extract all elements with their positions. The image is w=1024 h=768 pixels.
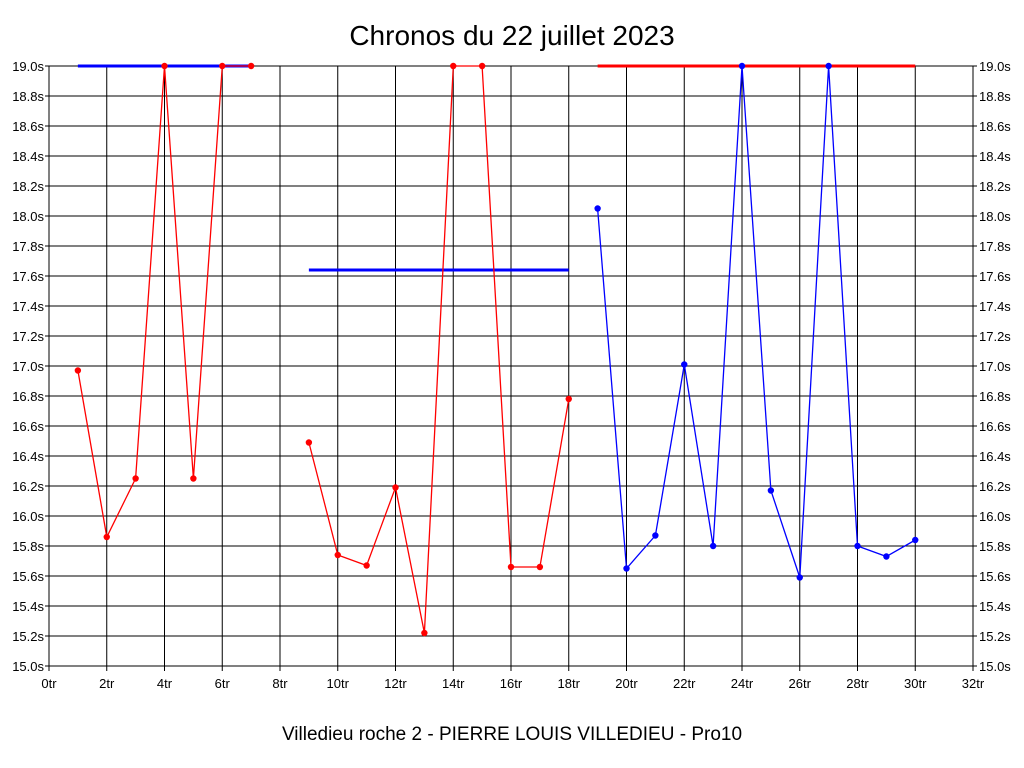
y-axis-left: 19.0s 18.8s 18.6s 18.4s 18.2s 18.0s 17.8s 17.6s… xyxy=(12,59,49,674)
data-point xyxy=(507,563,515,571)
chart-title: Chronos du 22 juillet 2023 xyxy=(349,20,674,51)
y-tick-label-left: 17.4s xyxy=(12,299,44,314)
y-tick-label-right: 16.4s xyxy=(979,449,1011,464)
data-point xyxy=(738,62,746,70)
x-tick-label: 6tr xyxy=(215,676,231,691)
data-point xyxy=(709,542,717,550)
y-tick-label-right: 18.4s xyxy=(979,149,1011,164)
series-line xyxy=(596,65,916,578)
data-point xyxy=(825,62,832,70)
x-tick-label: 0tr xyxy=(41,676,57,691)
data-point xyxy=(450,62,457,70)
y-tick-label-left: 15.2s xyxy=(12,629,44,644)
y-tick-label-right: 15.0s xyxy=(979,659,1011,674)
y-tick-label-right: 16.8s xyxy=(979,389,1011,404)
y-tick-label-left: 15.4s xyxy=(12,599,44,614)
data-point xyxy=(536,563,544,571)
data-point xyxy=(190,475,197,482)
y-tick-label-right: 15.4s xyxy=(979,599,1011,614)
data-point xyxy=(305,439,313,446)
y-tick-label-left: 16.0s xyxy=(12,509,44,524)
data-point xyxy=(565,395,572,403)
data-point xyxy=(132,475,139,482)
x-tick-label: 2tr xyxy=(99,676,115,691)
y-tick-label-left: 18.8s xyxy=(12,89,44,104)
y-tick-label-right: 18.2s xyxy=(979,179,1011,194)
series-line xyxy=(308,65,570,634)
x-tick-label: 28tr xyxy=(846,676,869,691)
y-tick-label-right: 19.0s xyxy=(979,59,1011,74)
x-tick-label: 20tr xyxy=(615,676,638,691)
x-tick-label: 24tr xyxy=(731,676,754,691)
x-tick-label: 18tr xyxy=(558,676,581,691)
data-point xyxy=(334,551,341,559)
y-tick-label-right: 16.0s xyxy=(979,509,1011,524)
x-tick-label: 4tr xyxy=(157,676,173,691)
y-tick-label-right: 17.2s xyxy=(979,329,1011,344)
data-point xyxy=(854,542,861,550)
data-point xyxy=(363,562,370,569)
data-point xyxy=(652,532,659,539)
y-tick-label-left: 19.0s xyxy=(12,59,44,74)
data-point xyxy=(594,205,601,212)
y-tick-label-left: 17.0s xyxy=(12,359,44,374)
y-tick-label-left: 16.8s xyxy=(12,389,44,404)
x-tick-label: 12tr xyxy=(384,676,407,691)
data-point xyxy=(161,62,168,70)
data-point xyxy=(767,487,775,494)
data-point xyxy=(478,62,486,70)
data-point xyxy=(912,536,919,544)
y-tick-label-left: 16.6s xyxy=(12,419,44,434)
data-point xyxy=(74,367,82,374)
data-point xyxy=(681,361,688,368)
y-tick-label-left: 18.0s xyxy=(12,209,44,224)
y-tick-label-left: 15.6s xyxy=(12,569,44,584)
y-tick-label-left: 15.0s xyxy=(12,659,44,674)
reference-lines xyxy=(77,64,916,272)
chart-subtitle: Villedieu roche 2 - PIERRE LOUIS VILLEDI… xyxy=(282,724,742,745)
y-tick-label-right: 17.6s xyxy=(979,269,1011,284)
x-tick-label: 16tr xyxy=(500,676,523,691)
data-point xyxy=(103,533,110,541)
y-tick-label-right: 15.6s xyxy=(979,569,1011,584)
data-point xyxy=(796,574,803,581)
y-tick-label-left: 17.2s xyxy=(12,329,44,344)
y-tick-label-right: 18.8s xyxy=(979,89,1011,104)
y-tick-label-left: 15.8s xyxy=(12,539,44,554)
y-tick-label-left: 17.8s xyxy=(12,239,44,254)
y-tick-label-right: 17.8s xyxy=(979,239,1011,254)
y-tick-label-left: 18.4s xyxy=(12,149,44,164)
y-tick-label-right: 15.2s xyxy=(979,629,1011,644)
y-tick-label-right: 16.6s xyxy=(979,419,1011,434)
x-tick-label: 8tr xyxy=(272,676,288,691)
y-tick-label-left: 16.4s xyxy=(12,449,44,464)
series-lines xyxy=(74,62,919,637)
x-tick-label: 30tr xyxy=(904,676,927,691)
y-tick-label-left: 17.6s xyxy=(12,269,44,284)
data-point xyxy=(421,629,428,637)
data-point xyxy=(623,565,630,572)
data-point xyxy=(392,484,399,491)
y-tick-label-right: 15.8s xyxy=(979,539,1011,554)
y-tick-label-right: 18.6s xyxy=(979,119,1011,134)
x-tick-label: 10tr xyxy=(327,676,350,691)
y-tick-label-right: 18.0s xyxy=(979,209,1011,224)
y-tick-label-left: 16.2s xyxy=(12,479,44,494)
x-tick-label: 26tr xyxy=(789,676,812,691)
y-tick-label-left: 18.2s xyxy=(12,179,44,194)
y-tick-label-right: 17.0s xyxy=(979,359,1011,374)
y-tick-label-left: 18.6s xyxy=(12,119,44,134)
data-point xyxy=(883,553,890,560)
data-point xyxy=(247,62,255,70)
y-tick-label-right: 16.2s xyxy=(979,479,1011,494)
y-tick-label-right: 17.4s xyxy=(979,299,1011,314)
data-point xyxy=(219,62,226,70)
x-tick-label: 14tr xyxy=(442,676,465,691)
x-tick-label: 32tr xyxy=(962,676,985,691)
y-axis-right: 19.0s 18.8s 18.6s 18.4s 18.2s 18.0s 17.8s 17.6s… xyxy=(973,59,1011,674)
x-tick-label: 22tr xyxy=(673,676,696,691)
x-axis: 0tr 2tr 4tr 6tr 8tr 10tr 12tr 14tr 16tr 18tr 20tr 2… xyxy=(41,666,985,691)
